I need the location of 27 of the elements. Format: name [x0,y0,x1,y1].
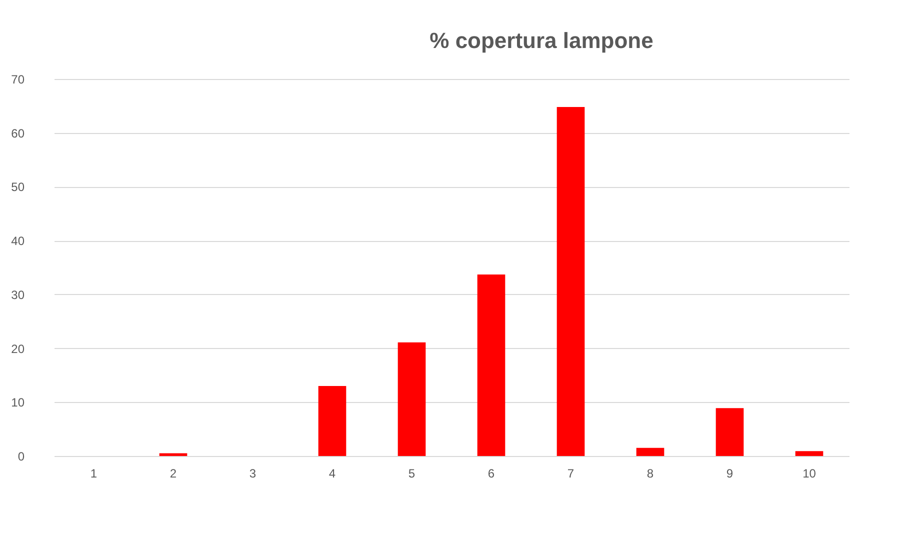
x-tick-label: 10 [802,466,816,480]
x-tick-label: 2 [170,466,177,480]
x-tick-label: 4 [328,466,336,480]
bar [318,386,346,456]
x-tick-label: 3 [249,466,256,480]
y-tick-label: 30 [11,288,25,302]
x-tick-label: 5 [408,466,416,480]
bar [159,453,188,456]
y-tick-label: 60 [11,126,25,140]
bar [716,408,744,456]
y-tick-label: 10 [11,396,25,410]
bar [636,448,664,456]
x-tick-label: 6 [488,466,495,480]
x-tick-label: 7 [567,466,574,480]
bar [398,342,426,456]
y-tick-label: 50 [11,180,25,194]
y-tick-label: 0 [18,450,25,464]
x-tick-label: 1 [90,466,98,480]
y-tick-label: 20 [11,342,25,356]
y-tick-label: 40 [11,234,25,248]
x-tick-label: 8 [646,466,654,480]
bar [477,274,506,456]
chart-title: % copertura lampone [430,28,654,53]
x-tick-label: 9 [726,466,734,480]
bar [795,451,824,456]
y-tick-label: 70 [11,72,25,86]
bar [556,107,585,456]
